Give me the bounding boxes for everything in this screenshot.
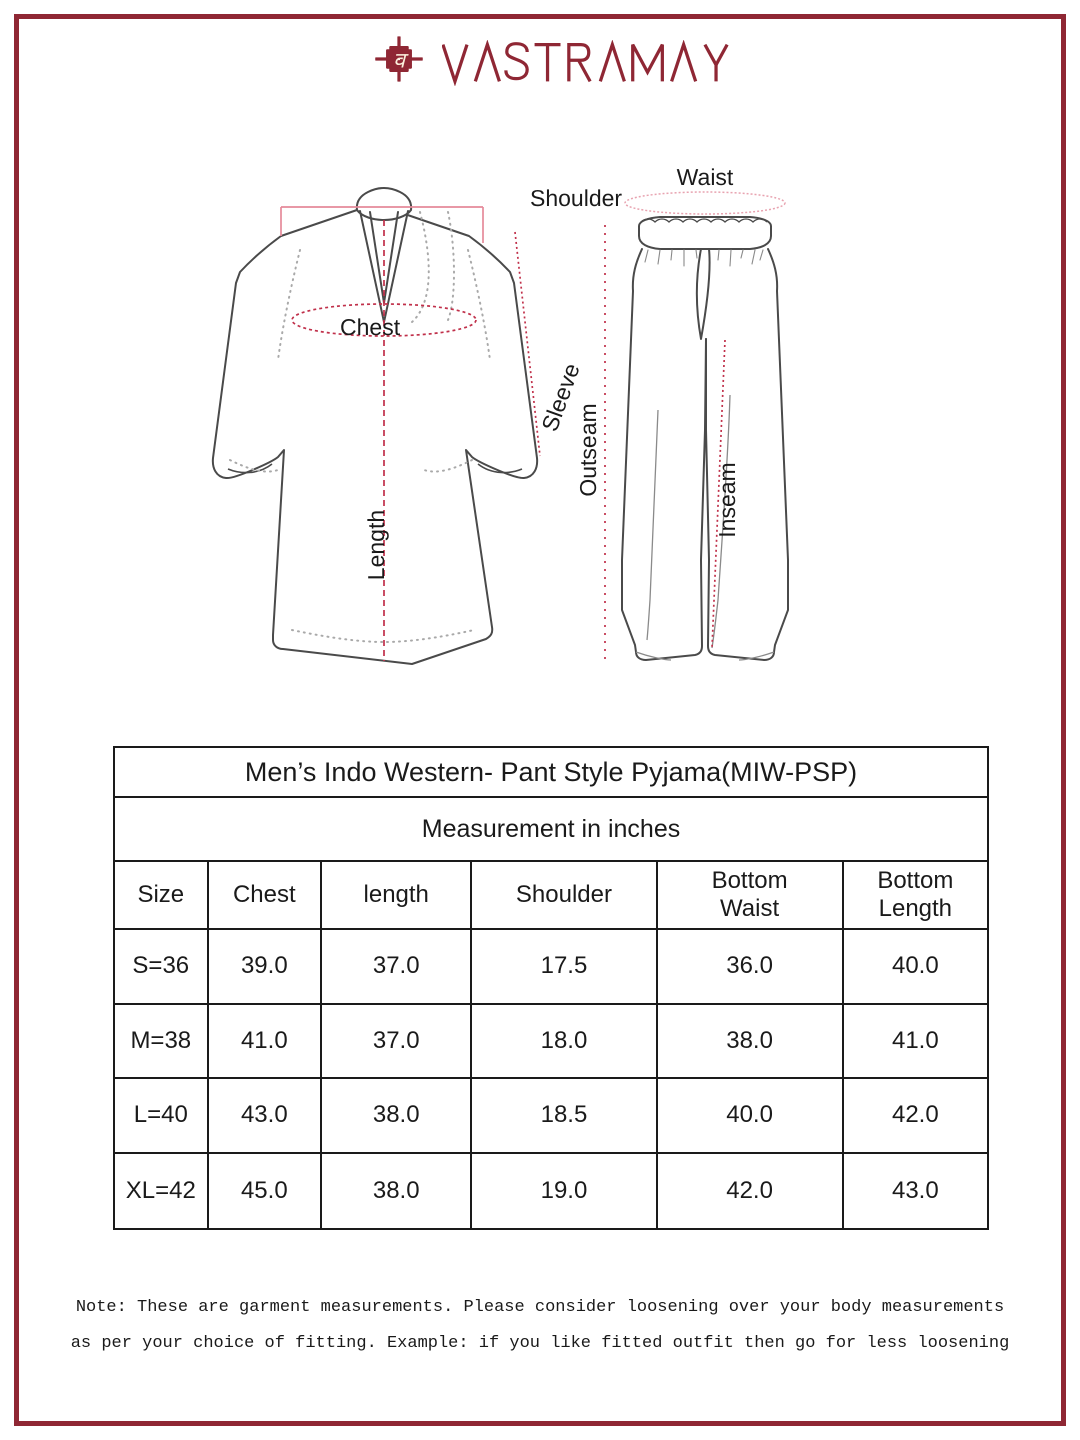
svg-text:Inseam: Inseam: [714, 462, 740, 537]
svg-text:Outseam: Outseam: [575, 403, 601, 496]
svg-text:Waist: Waist: [677, 164, 734, 190]
svg-text:Length: Length: [363, 510, 389, 580]
svg-text:Chest: Chest: [340, 314, 401, 340]
svg-text:Shoulder: Shoulder: [530, 185, 622, 211]
